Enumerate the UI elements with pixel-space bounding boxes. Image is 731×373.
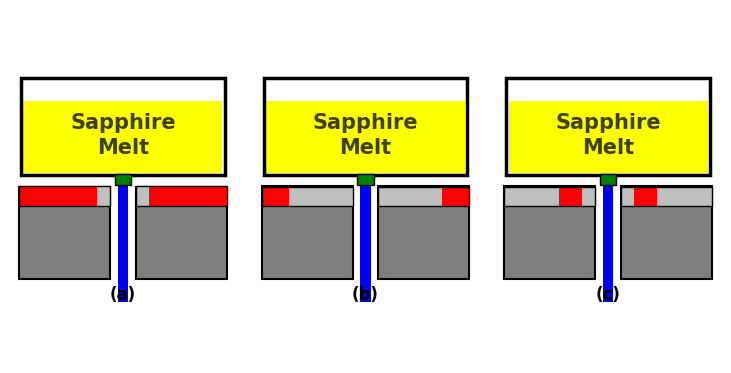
- Bar: [262, 186, 353, 279]
- Bar: [603, 185, 613, 302]
- Bar: [135, 186, 148, 206]
- Bar: [621, 186, 712, 206]
- Bar: [357, 174, 374, 185]
- Bar: [115, 174, 131, 185]
- Bar: [19, 186, 110, 279]
- Bar: [135, 186, 227, 206]
- Bar: [509, 80, 708, 101]
- Bar: [621, 186, 712, 279]
- Bar: [442, 186, 469, 206]
- Text: Sapphire
Melt: Sapphire Melt: [556, 113, 661, 158]
- Bar: [266, 101, 465, 173]
- Text: (c): (c): [596, 286, 621, 304]
- Bar: [262, 186, 289, 206]
- Bar: [559, 186, 583, 206]
- Bar: [148, 186, 227, 206]
- Bar: [378, 186, 469, 279]
- Bar: [507, 78, 710, 175]
- Bar: [504, 186, 596, 206]
- Bar: [21, 78, 224, 175]
- Bar: [378, 186, 469, 206]
- Bar: [19, 186, 110, 206]
- Bar: [340, 186, 353, 206]
- Bar: [118, 185, 128, 302]
- Bar: [509, 101, 708, 173]
- Bar: [262, 186, 353, 206]
- Bar: [289, 186, 340, 206]
- Bar: [583, 186, 596, 206]
- Bar: [360, 185, 371, 302]
- Bar: [634, 186, 657, 206]
- Bar: [19, 186, 97, 206]
- Bar: [264, 78, 467, 175]
- Bar: [266, 80, 465, 101]
- Text: Sapphire
Melt: Sapphire Melt: [70, 113, 175, 158]
- Bar: [23, 80, 222, 101]
- Bar: [657, 186, 712, 206]
- Bar: [135, 186, 227, 279]
- Bar: [621, 186, 634, 206]
- Text: Sapphire
Melt: Sapphire Melt: [313, 113, 418, 158]
- Bar: [97, 186, 110, 206]
- Bar: [23, 101, 222, 173]
- Text: (a): (a): [110, 286, 136, 304]
- Text: (b): (b): [352, 286, 379, 304]
- Bar: [504, 186, 559, 206]
- Bar: [600, 174, 616, 185]
- Bar: [504, 186, 596, 279]
- Bar: [391, 186, 442, 206]
- Bar: [378, 186, 391, 206]
